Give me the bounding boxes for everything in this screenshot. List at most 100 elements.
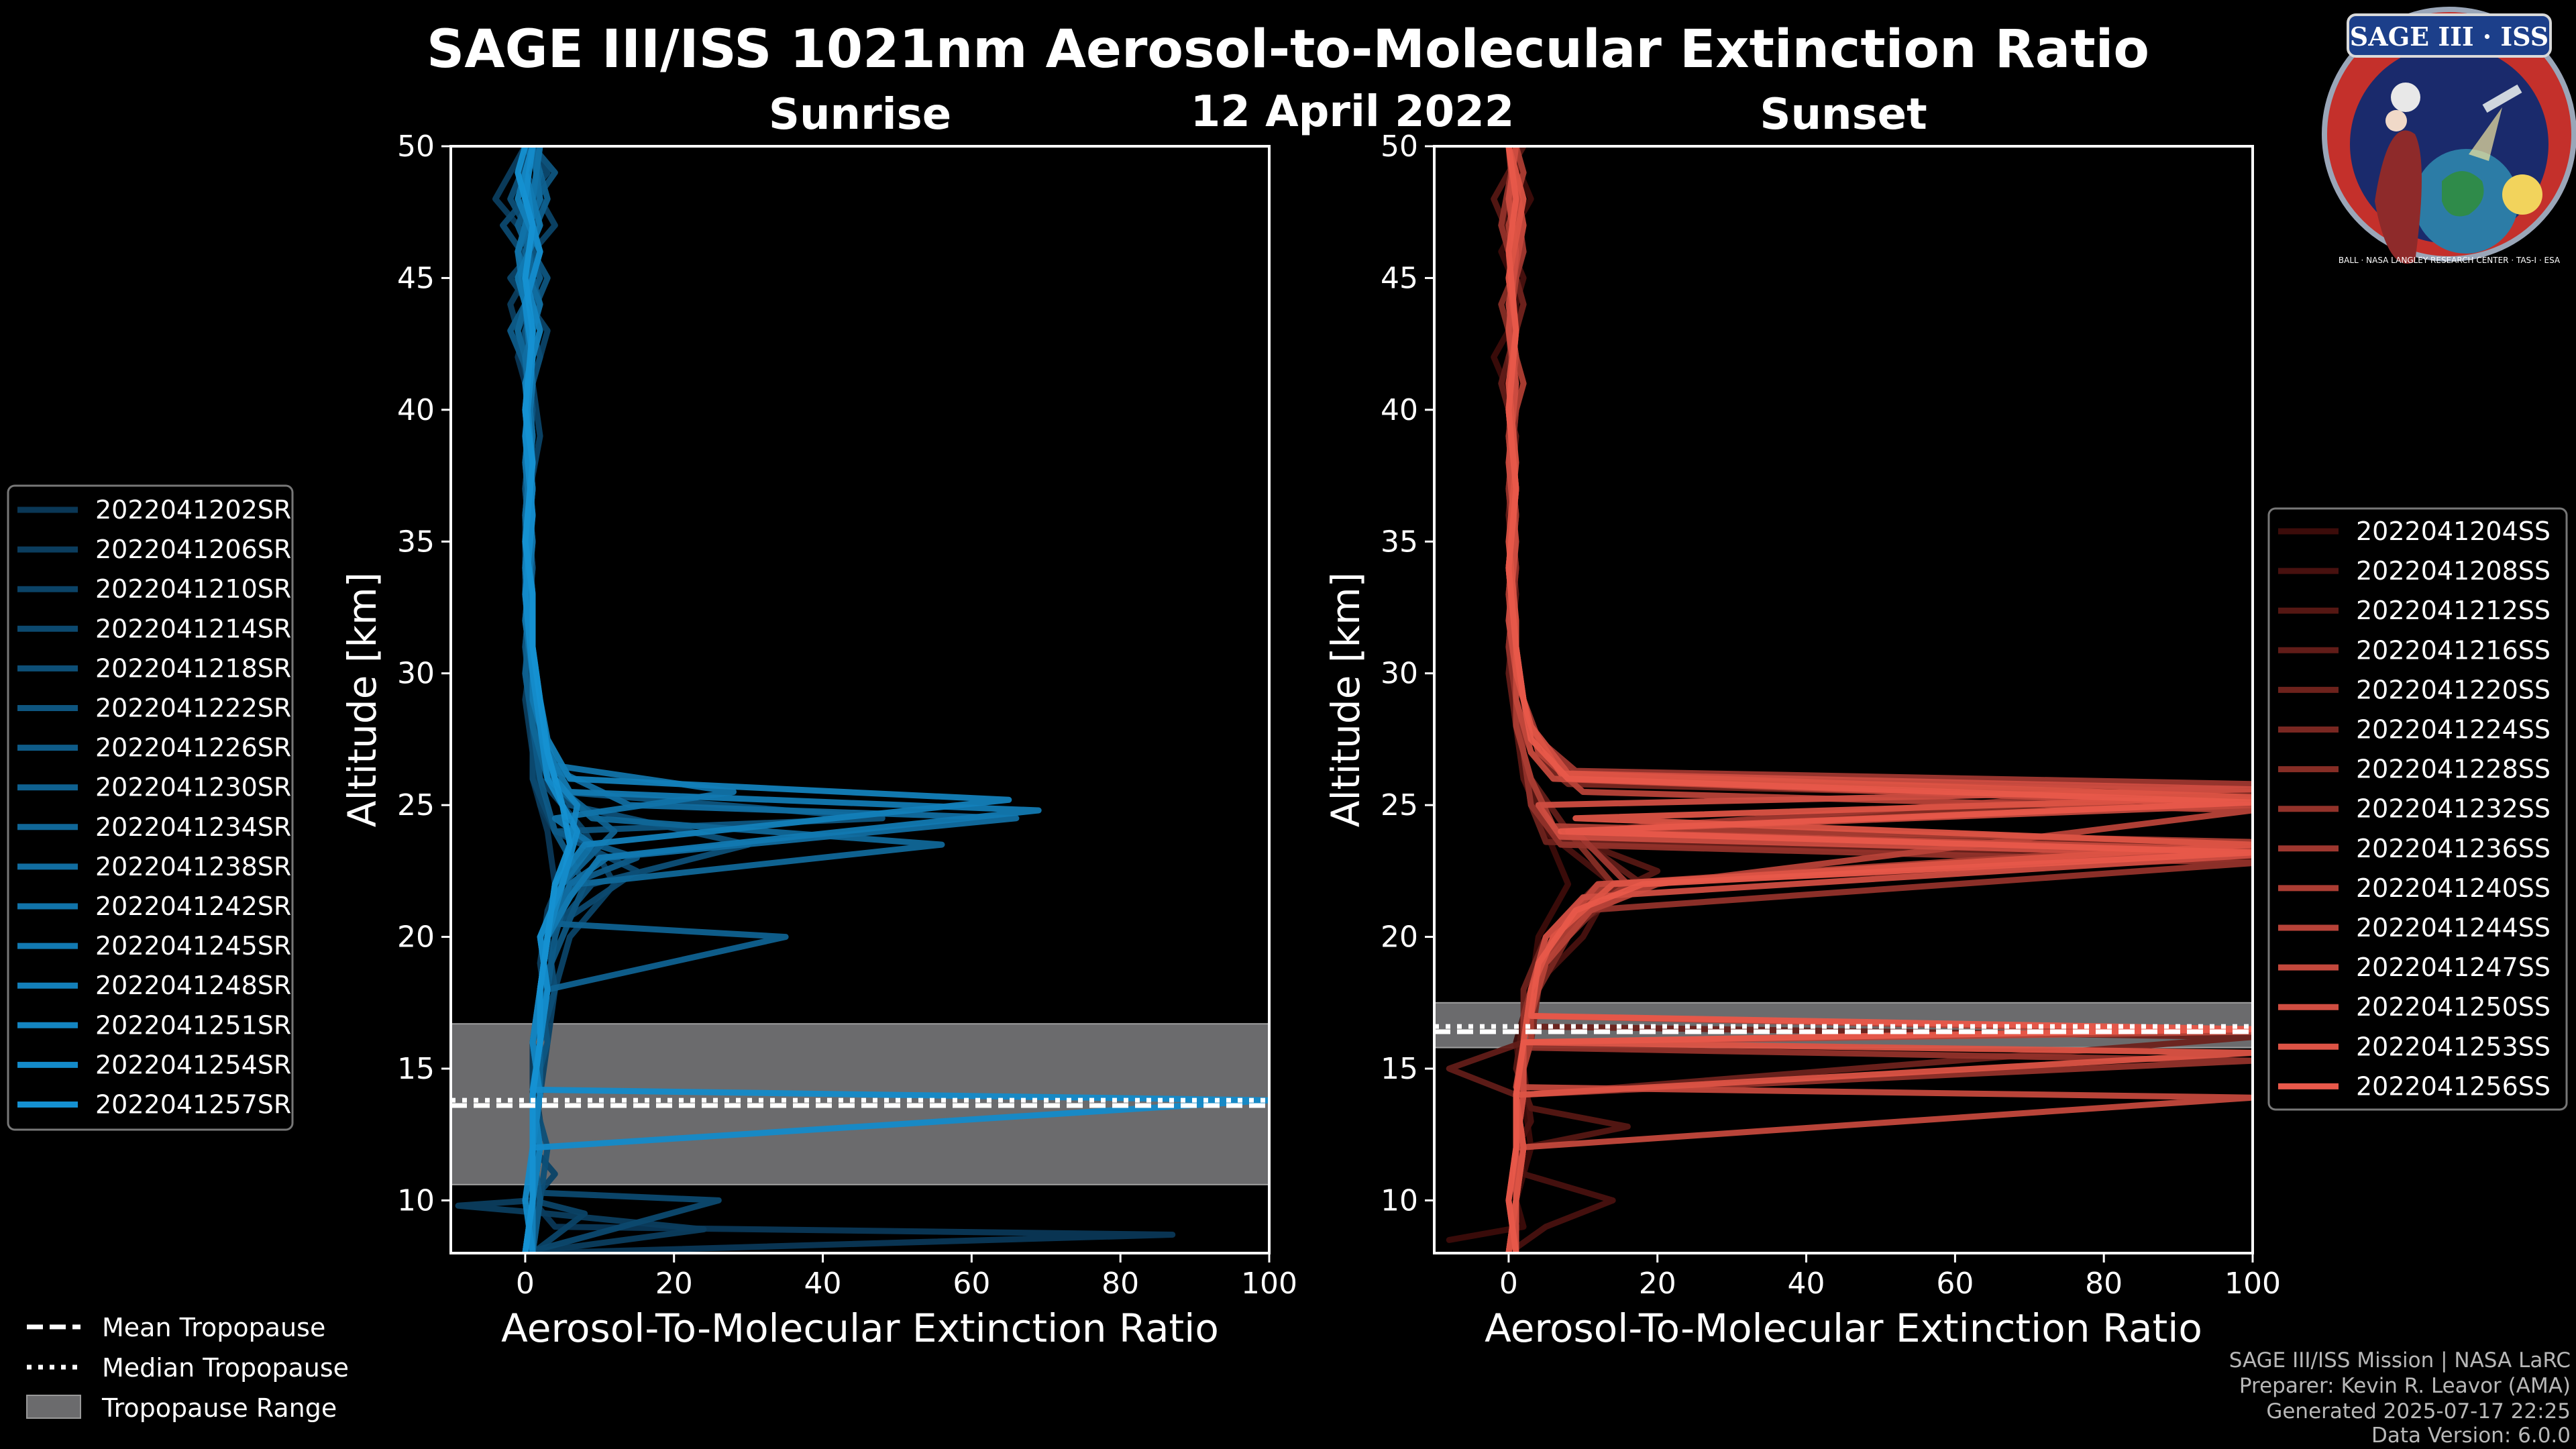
sunset-legend-label: 2022041247SS xyxy=(2356,953,2551,982)
sunset-legend-label: 2022041236SS xyxy=(2356,834,2551,863)
logo-figure-head-icon xyxy=(2385,110,2407,131)
sunset-legend-label: 2022041244SS xyxy=(2356,913,2551,943)
credits: SAGE III/ISS Mission | NASA LaRC Prepare… xyxy=(2229,1348,2571,1448)
logo-beam-icon xyxy=(2469,107,2502,161)
sunrise-ylabel: Altitude [km] xyxy=(339,572,385,827)
sunrise-legend-label: 2022041234SR xyxy=(95,812,291,842)
sunrise-legend-label: 2022041214SR xyxy=(95,614,291,643)
sunset-legend-label: 2022041216SS xyxy=(2356,635,2551,665)
sunrise-legend-label: 2022041251SR xyxy=(95,1010,291,1040)
sunset-legend-label: 2022041212SS xyxy=(2356,596,2551,625)
sunrise-legend-box xyxy=(7,484,294,1131)
credit-generated: Generated 2025-07-17 22:25 xyxy=(2266,1399,2571,1424)
logo-satellite-icon xyxy=(2482,84,2522,113)
sunset-ytick-label: 30 xyxy=(1381,657,1418,691)
sunrise-ytick-label: 10 xyxy=(397,1183,435,1218)
sunset-xtick-label: 20 xyxy=(1639,1267,1676,1301)
tropopause-range-label: Tropopause Range xyxy=(101,1393,337,1423)
sunset-legend-label: 2022041224SS xyxy=(2356,715,2551,745)
credit-version: Data Version: 6.0.0 xyxy=(2371,1424,2571,1448)
sunset-ytick-label: 20 xyxy=(1381,920,1418,955)
sunrise-ytick-label: 35 xyxy=(397,525,435,559)
sunrise-xtick-label: 20 xyxy=(655,1267,693,1301)
sunset-panel: 0 20 40 60 80 100 10 15 20 25 30 35 40 45 50 Aerosol-T… xyxy=(1323,129,2281,1351)
sunset-legend-label: 2022041228SS xyxy=(2356,755,2551,784)
figure-title: SAGE III/ISS 1021nm Aerosol-to-Molecular… xyxy=(427,19,2149,80)
sunrise-plot-frame xyxy=(449,145,1271,1254)
sunset-xlabel: Aerosol-To-Molecular Extinction Ratio xyxy=(1485,1305,2202,1351)
sunset-plot-frame xyxy=(1433,145,2254,1254)
sunset-ylabel: Altitude [km] xyxy=(1323,572,1368,827)
sunset-legend-label: 2022041256SS xyxy=(2356,1071,2551,1101)
sunset-ytick-label: 15 xyxy=(1381,1052,1418,1086)
sunrise-legend-label: 2022041210SR xyxy=(95,574,291,604)
sunset-legend-label: 2022041240SS xyxy=(2356,873,2551,903)
credit-preparer: Preparer: Kevin R. Leavor (AMA) xyxy=(2239,1374,2571,1398)
tropopause-legend: Mean Tropopause Median Tropopause Tropop… xyxy=(26,1313,349,1423)
sunrise-xtick-label: 0 xyxy=(516,1267,535,1301)
left-panel-title: Sunrise xyxy=(769,90,951,140)
sunrise-legend-label: 2022041202SR xyxy=(95,495,291,525)
sunrise-ytick-label: 50 xyxy=(397,129,435,164)
sunrise-panel: 0 20 40 60 80 100 10 15 20 25 30 35 40 45 50 Aerosol-T… xyxy=(339,129,1297,1351)
sunset-ytick-label: 40 xyxy=(1381,393,1418,427)
mean-tropopause-label: Mean Tropopause xyxy=(102,1313,325,1342)
sunset-ytick-label: 50 xyxy=(1381,129,1418,164)
sunrise-legend-label: 2022041238SR xyxy=(95,852,291,881)
sunrise-ytick-label: 25 xyxy=(397,788,435,822)
sunrise-legend-label: 2022041254SR xyxy=(95,1050,291,1079)
sunset-xtick-label: 100 xyxy=(2224,1267,2281,1301)
sunrise-legend-label: 2022041257SR xyxy=(95,1090,291,1120)
sunset-xtick-label: 80 xyxy=(2085,1267,2123,1301)
figure-date: 12 April 2022 xyxy=(1191,87,1515,137)
sunset-series-2022041256SS xyxy=(1505,146,2253,1253)
sunrise-legend-label: 2022041245SR xyxy=(95,931,291,961)
sunset-legend-label: 2022041232SS xyxy=(2356,794,2551,824)
sunset-legend-label: 2022041250SS xyxy=(2356,992,2551,1022)
sunrise-legend-label: 2022041242SR xyxy=(95,892,291,921)
sunset-legend-label: 2022041204SS xyxy=(2356,517,2551,546)
sunset-legend-label: 2022041253SS xyxy=(2356,1032,2551,1061)
sunrise-legend: 2022041202SR 2022041206SR 2022041210SR 2022… xyxy=(7,484,294,1131)
sunset-legend-label: 2022041220SS xyxy=(2356,675,2551,704)
credit-mission: SAGE III/ISS Mission | NASA LaRC xyxy=(2229,1348,2571,1373)
sunset-ytick-label: 45 xyxy=(1381,261,1418,295)
sunrise-legend-label: 2022041230SR xyxy=(95,773,291,802)
sunset-xtick-label: 40 xyxy=(1788,1267,1825,1301)
sunrise-ytick-label: 30 xyxy=(397,657,435,691)
sunrise-xtick-label: 100 xyxy=(1241,1267,1297,1301)
sunset-ytick-label: 25 xyxy=(1381,788,1418,822)
sunset-legend: 2022041204SS 2022041208SS 2022041212SS 2022… xyxy=(2267,507,2568,1111)
sunrise-legend-label: 2022041226SR xyxy=(95,733,291,763)
sunrise-tropopause-range xyxy=(451,1023,1269,1185)
sunrise-series-2022041257SR xyxy=(515,146,573,1253)
sunrise-ytick-label: 15 xyxy=(397,1052,435,1086)
sunrise-xtick-label: 80 xyxy=(1102,1267,1139,1301)
sunrise-ytick-label: 45 xyxy=(397,261,435,295)
logo-figure-icon xyxy=(2375,130,2422,264)
right-panel-title: Sunset xyxy=(1760,90,1927,140)
logo-moon-icon xyxy=(2391,83,2420,112)
sage-mission-logo: SAGE III · ISS BALL · NASA LANGLEY RESEA… xyxy=(2322,7,2576,265)
sunset-ytick-label: 10 xyxy=(1381,1183,1418,1218)
sunrise-ytick-label: 20 xyxy=(397,920,435,955)
sunset-xtick-label: 0 xyxy=(1499,1267,1518,1301)
logo-sun-icon xyxy=(2502,174,2542,215)
sunset-ytick-label: 35 xyxy=(1381,525,1418,559)
sunset-legend-label: 2022041208SS xyxy=(2356,556,2551,586)
sunset-legend-box xyxy=(2267,507,2568,1111)
logo-banner xyxy=(2347,13,2552,58)
sunrise-legend-label: 2022041218SR xyxy=(95,653,291,683)
sunset-xtick-label: 60 xyxy=(1936,1267,1974,1301)
sunrise-xtick-label: 60 xyxy=(953,1267,990,1301)
logo-ring-text: BALL · NASA LANGLEY RESEARCH CENTER · TA… xyxy=(2339,256,2561,265)
sunrise-legend-label: 2022041222SR xyxy=(95,694,291,723)
sunrise-legend-label: 2022041248SR xyxy=(95,971,291,1000)
tropopause-range-swatch xyxy=(26,1395,81,1419)
logo-continent-icon xyxy=(2442,171,2484,217)
sunrise-xtick-label: 40 xyxy=(804,1267,842,1301)
sunrise-legend-label: 2022041206SR xyxy=(95,535,291,564)
median-tropopause-label: Median Tropopause xyxy=(102,1353,349,1383)
sunrise-series-2022041254SR xyxy=(522,146,1269,1253)
